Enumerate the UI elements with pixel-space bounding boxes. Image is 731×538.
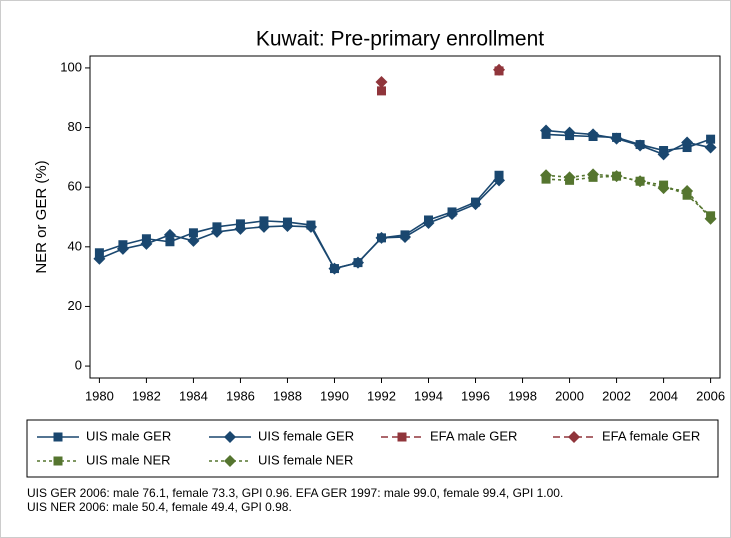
- legend: [26, 419, 719, 478]
- data-point: [657, 148, 670, 161]
- plot-area: [89, 55, 721, 379]
- legend-label: EFA male GER: [430, 428, 517, 443]
- data-point: [351, 256, 364, 269]
- data-point: [540, 169, 553, 182]
- data-point: [493, 174, 506, 187]
- legend-marker: [224, 455, 236, 467]
- data-point: [93, 252, 106, 265]
- x-tick-label: 1990: [320, 388, 349, 403]
- x-tick-label: 1994: [414, 388, 443, 403]
- data-point: [657, 182, 670, 195]
- legend-label: UIS female NER: [258, 452, 353, 467]
- legend-marker: [53, 432, 63, 442]
- data-point: [188, 228, 198, 238]
- data-point: [446, 208, 459, 221]
- data-point: [304, 220, 317, 233]
- data-point: [140, 237, 153, 250]
- legend-marker: [397, 432, 407, 442]
- legend-marker: [568, 431, 580, 443]
- data-point: [704, 141, 717, 154]
- data-point: [681, 136, 694, 149]
- x-tick-label: 2006: [696, 388, 725, 403]
- legend-label: UIS female GER: [258, 428, 354, 443]
- data-point: [493, 63, 506, 76]
- x-tick-label: 1984: [179, 388, 208, 403]
- data-point: [704, 212, 717, 225]
- data-point: [563, 171, 576, 184]
- x-tick-label: 2000: [555, 388, 584, 403]
- x-tick-label: 2002: [602, 388, 631, 403]
- data-point: [610, 132, 623, 145]
- x-tick-label: 1986: [226, 388, 255, 403]
- data-point: [116, 242, 129, 255]
- data-point: [234, 222, 247, 235]
- data-point: [376, 86, 386, 96]
- note: UIS NER 2006: male 50.4, female 49.4, GP…: [27, 500, 292, 514]
- data-point: [469, 198, 482, 211]
- legend-label: UIS male NER: [86, 452, 171, 467]
- x-tick-label: 1998: [508, 388, 537, 403]
- x-tick-label: 1996: [461, 388, 490, 403]
- data-point: [163, 228, 176, 241]
- x-tick-label: 1982: [132, 388, 161, 403]
- legend-marker: [53, 456, 63, 466]
- data-point: [375, 75, 388, 88]
- y-tick-label: 60: [68, 179, 82, 194]
- data-point: [422, 216, 435, 229]
- chart-title: Kuwait: Pre-primary enrollment: [256, 28, 544, 51]
- data-point: [681, 185, 694, 198]
- x-tick-label: 2004: [649, 388, 678, 403]
- data-point: [563, 126, 576, 139]
- y-tick-label: 100: [60, 59, 82, 74]
- legend-marker: [224, 431, 236, 443]
- data-point: [328, 262, 341, 275]
- data-point: [257, 220, 270, 233]
- data-point: [210, 225, 223, 238]
- data-point: [399, 230, 411, 243]
- data-point: [706, 134, 716, 144]
- y-tick-label: 40: [68, 238, 82, 253]
- data-point: [634, 139, 647, 152]
- data-point: [610, 170, 623, 183]
- legend-label: EFA female GER: [602, 428, 700, 443]
- data-point: [540, 124, 553, 137]
- data-point: [634, 175, 647, 188]
- x-tick-label: 1980: [85, 388, 114, 403]
- note: UIS GER 2006: male 76.1, female 73.3, GP…: [27, 486, 563, 500]
- y-tick-label: 20: [68, 298, 82, 313]
- y-axis-label: NER or GER (%): [33, 160, 50, 273]
- data-point: [587, 168, 600, 181]
- data-point: [587, 128, 600, 141]
- x-tick-label: 1988: [273, 388, 302, 403]
- data-point: [165, 237, 175, 247]
- y-tick-label: 80: [68, 119, 82, 134]
- data-point: [375, 231, 388, 244]
- data-point: [281, 219, 294, 232]
- y-tick-label: 0: [75, 358, 82, 373]
- data-point: [187, 234, 200, 247]
- x-tick-label: 1992: [367, 388, 396, 403]
- legend-label: UIS male GER: [86, 428, 171, 443]
